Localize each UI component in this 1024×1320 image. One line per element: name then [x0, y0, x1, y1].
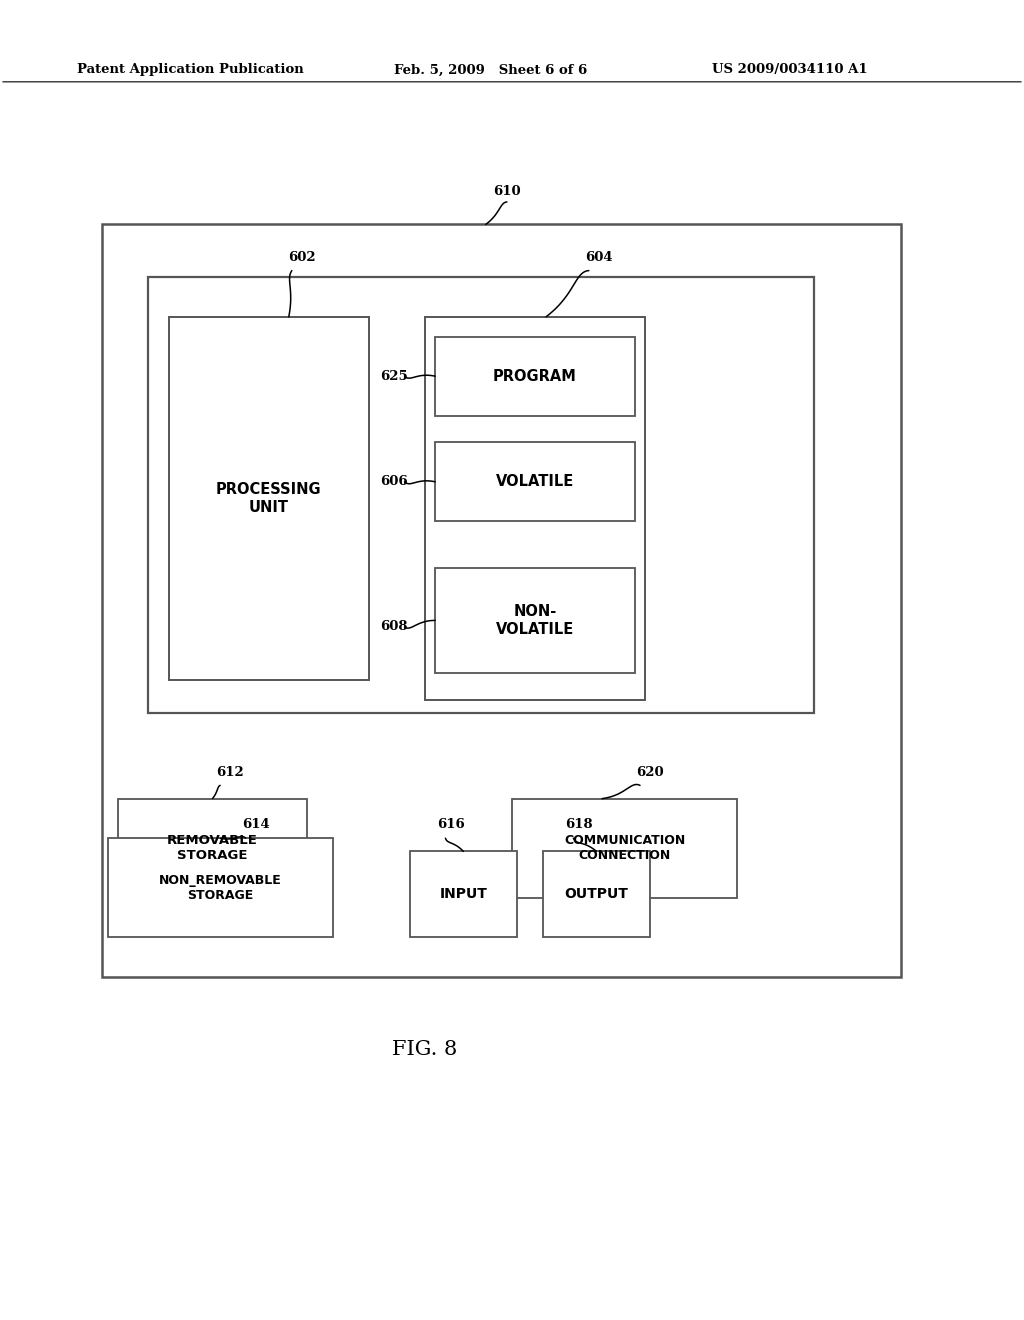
Text: 616: 616	[436, 818, 465, 832]
Bar	[148, 277, 814, 713]
Text: NON_REMOVABLE
STORAGE: NON_REMOVABLE STORAGE	[159, 874, 282, 902]
Bar	[435, 568, 635, 673]
Text: Feb. 5, 2009   Sheet 6 of 6: Feb. 5, 2009 Sheet 6 of 6	[394, 63, 588, 77]
Bar	[435, 442, 635, 521]
Bar	[169, 317, 369, 680]
Text: VOLATILE: VOLATILE	[496, 474, 574, 490]
Text: 612: 612	[216, 766, 245, 779]
Bar	[410, 851, 517, 937]
Text: 608: 608	[381, 620, 408, 634]
Bar	[512, 799, 737, 898]
Text: 614: 614	[242, 818, 270, 832]
Text: REMOVABLE
STORAGE: REMOVABLE STORAGE	[167, 834, 258, 862]
Bar	[435, 337, 635, 416]
Text: 618: 618	[565, 818, 592, 832]
Text: 602: 602	[289, 251, 315, 264]
Text: PROCESSING
UNIT: PROCESSING UNIT	[216, 482, 322, 515]
Text: Patent Application Publication: Patent Application Publication	[77, 63, 303, 77]
Text: PROGRAM: PROGRAM	[494, 368, 577, 384]
Text: 610: 610	[494, 185, 520, 198]
Bar	[118, 799, 307, 898]
Text: FIG. 8: FIG. 8	[392, 1040, 458, 1059]
Bar	[543, 851, 650, 937]
Text: 606: 606	[381, 475, 408, 488]
Bar	[425, 317, 645, 700]
Bar	[108, 838, 333, 937]
Text: 625: 625	[380, 370, 409, 383]
Text: 604: 604	[586, 251, 612, 264]
Text: 620: 620	[637, 766, 664, 779]
Bar	[102, 224, 901, 977]
Text: NON-
VOLATILE: NON- VOLATILE	[496, 605, 574, 636]
Text: OUTPUT: OUTPUT	[564, 887, 629, 902]
Text: US 2009/0034110 A1: US 2009/0034110 A1	[712, 63, 867, 77]
Text: INPUT: INPUT	[439, 887, 487, 902]
Text: COMMUNICATION
CONNECTION: COMMUNICATION CONNECTION	[564, 834, 685, 862]
